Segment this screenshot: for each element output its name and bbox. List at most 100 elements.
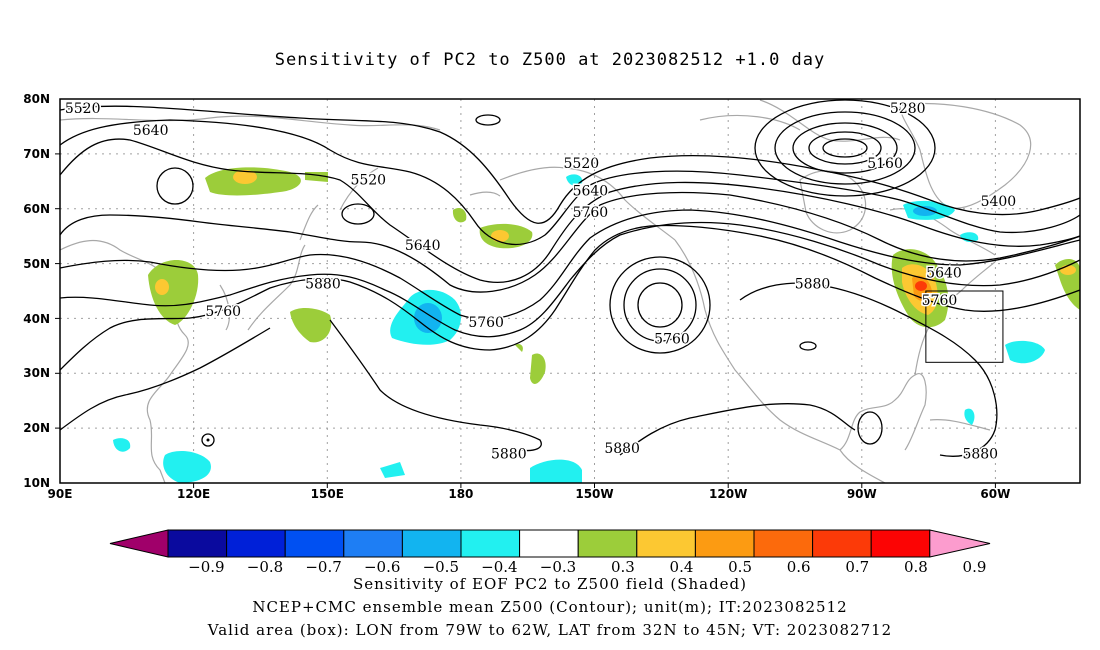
lon-label: 180 xyxy=(448,487,473,501)
positive-patch xyxy=(515,343,523,352)
contour-label: 5520 xyxy=(564,156,600,172)
contour-label: 5760 xyxy=(573,205,609,221)
negative-patch xyxy=(380,462,405,478)
colorbar-label: 0.5 xyxy=(728,558,752,576)
caption-shading: Sensitivity of EOF PC2 to Z500 field (Sh… xyxy=(352,575,748,593)
colorbar: −0.9 −0.8 −0.7 −0.6 −0.5 −0.4 −0.3 0.3 0.4 0.5 0.6… xyxy=(109,529,991,576)
valid-area-box xyxy=(925,290,1004,363)
sensitivity-shading xyxy=(113,167,1080,483)
caption-valid-area: Valid area (box): LON from 79W to 62W, L… xyxy=(207,621,893,639)
lat-label: 40N xyxy=(23,312,50,326)
positive-patch xyxy=(290,308,332,343)
contour-label: 5160 xyxy=(867,156,903,172)
colorbar-label: −0.9 xyxy=(188,558,224,576)
negative-patch xyxy=(1005,340,1045,364)
lon-label: 120E xyxy=(177,487,210,501)
longitude-labels: 90E 120E 150E 180 150W 120W 90W 60W xyxy=(48,487,1011,501)
lat-label: 50N xyxy=(23,257,50,271)
lat-label: 60N xyxy=(23,202,50,216)
contour-label: 5880 xyxy=(795,277,831,293)
colorbar-swatch xyxy=(343,529,403,558)
colorbar-label: −0.6 xyxy=(364,558,400,576)
positive-patch xyxy=(530,353,546,384)
lat-label: 70N xyxy=(23,147,50,161)
colorbar-label: −0.8 xyxy=(247,558,283,576)
contour-label: 5640 xyxy=(573,183,609,199)
colorbar-label: −0.3 xyxy=(540,558,576,576)
colorbar-label: −0.7 xyxy=(305,558,341,576)
contour-label: 5760 xyxy=(205,304,241,320)
colorbar-label: −0.4 xyxy=(481,558,517,576)
colorbar-swatch xyxy=(753,529,814,558)
contour-label: 5520 xyxy=(65,101,101,117)
contour-label: 5640 xyxy=(405,238,441,254)
lat-label: 10N xyxy=(23,476,50,490)
lon-label: 120W xyxy=(709,487,747,501)
lat-label: 30N xyxy=(23,366,50,380)
lat-label: 20N xyxy=(23,421,50,435)
contour-label: 5400 xyxy=(981,194,1017,210)
contour-label: 5760 xyxy=(922,293,958,309)
contour-label: 5640 xyxy=(926,266,962,282)
figure-title: Sensitivity of PC2 to Z500 at 2023082512… xyxy=(274,50,826,70)
colorbar-swatch xyxy=(167,529,228,558)
caption-contour: NCEP+CMC ensemble mean Z500 (Contour); u… xyxy=(252,598,848,616)
lon-label: 150E xyxy=(311,487,344,501)
contour-label: 5640 xyxy=(133,123,169,139)
colorbar-swatch xyxy=(226,529,286,558)
positive-core xyxy=(1060,265,1076,275)
colorbar-swatch xyxy=(519,529,579,558)
positive-patch xyxy=(148,260,199,325)
positive-core xyxy=(915,281,927,291)
axis-ticks xyxy=(55,153,996,488)
contour-label: 5280 xyxy=(890,101,926,117)
positive-core xyxy=(155,279,169,295)
lon-label: 60W xyxy=(980,487,1010,501)
colorbar-swatch xyxy=(460,529,521,558)
colorbar-label: −0.5 xyxy=(423,558,459,576)
positive-patch xyxy=(452,208,467,223)
coastlines xyxy=(60,99,1032,483)
z500-contours xyxy=(60,99,1080,457)
lon-label: 150W xyxy=(575,487,613,501)
contour-labels: 5520 5640 5520 5640 5880 5760 5760 5520 5640 5760… xyxy=(63,99,1017,464)
contour-label: 5880 xyxy=(962,447,998,463)
colorbar-swatch xyxy=(694,529,755,558)
contour-label: 5760 xyxy=(654,331,690,347)
colorbar-swatch xyxy=(401,529,462,558)
colorbar-swatch xyxy=(870,529,931,558)
negative-patch xyxy=(113,438,131,452)
colorbar-label: 0.7 xyxy=(845,558,869,576)
contour-label: 5520 xyxy=(350,172,386,188)
graticule xyxy=(60,99,1080,483)
latitude-labels: 80N 70N 60N 50N 40N 30N 20N 10N xyxy=(23,92,50,490)
colorbar-swatch xyxy=(577,529,638,558)
positive-core xyxy=(233,170,257,184)
lat-label: 80N xyxy=(23,92,50,106)
contour-label: 5760 xyxy=(468,315,504,331)
colorbar-swatch xyxy=(812,529,872,558)
lon-label: 90W xyxy=(847,487,877,501)
colorbar-swatch xyxy=(284,529,345,558)
colorbar-label: 0.9 xyxy=(963,558,987,576)
colorbar-max-arrow xyxy=(929,529,991,558)
contour-label: 5880 xyxy=(305,277,341,293)
map-frame xyxy=(59,98,1081,484)
colorbar-swatch xyxy=(636,529,696,558)
negative-core xyxy=(913,206,937,216)
contour-label: 5880 xyxy=(604,441,640,457)
contour-center-dot xyxy=(206,438,210,442)
lon-label: 90E xyxy=(48,487,73,501)
contour-label: 5880 xyxy=(491,447,527,463)
negative-patch xyxy=(964,408,975,425)
negative-patch xyxy=(163,450,211,483)
negative-patch xyxy=(530,459,582,483)
positive-core xyxy=(491,230,509,242)
colorbar-label: 0.8 xyxy=(904,558,928,576)
colorbar-label: 0.4 xyxy=(670,558,694,576)
colorbar-label: 0.3 xyxy=(611,558,635,576)
colorbar-min-arrow xyxy=(109,529,169,558)
negative-patch xyxy=(566,174,583,186)
colorbar-label: 0.6 xyxy=(787,558,811,576)
